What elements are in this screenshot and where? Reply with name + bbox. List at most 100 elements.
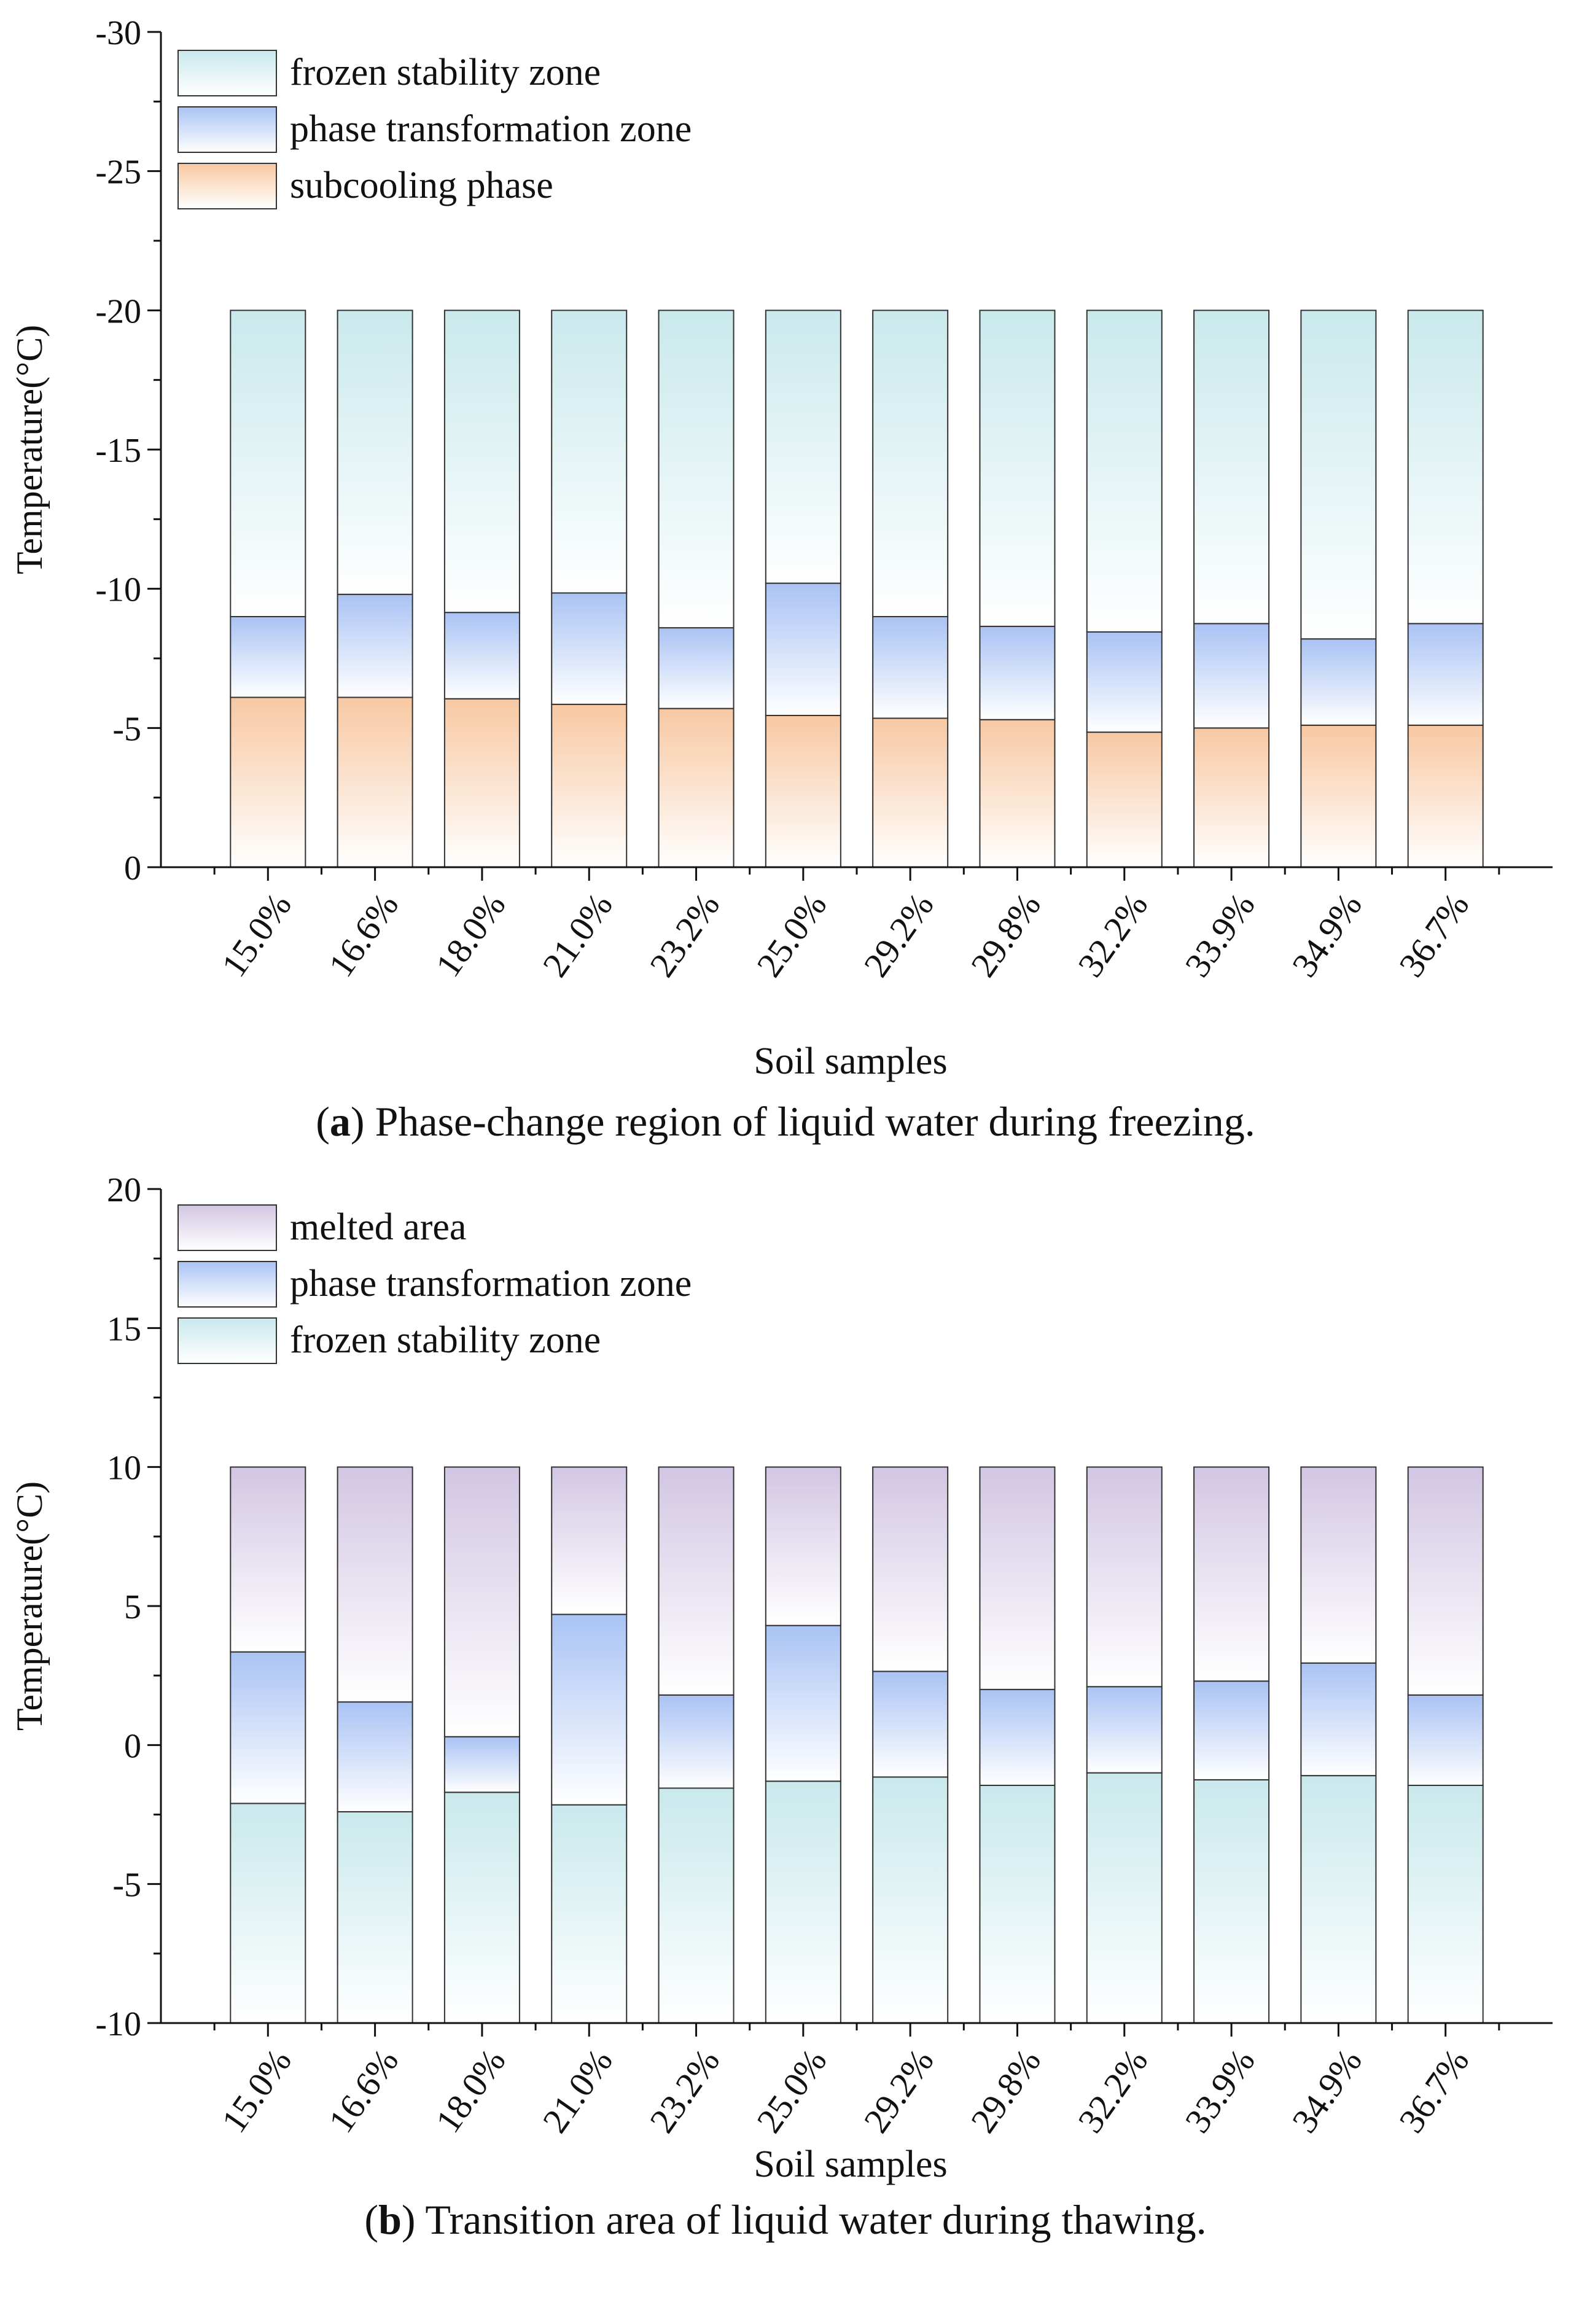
x-tick-label: 21.0%: [535, 886, 620, 984]
x-tick-label: 32.2%: [1070, 886, 1155, 984]
bar-phase-6: [765, 582, 841, 716]
x-tick-label: 23.2%: [642, 2041, 727, 2140]
x-axis-title: Soil samples: [754, 1040, 947, 1082]
chart-b: -10 -5 0 5 10 15 20 15.0% 16.6% 18.0% 21.0% 23.2% 25…: [9, 1171, 1553, 2185]
y-axis-title: Temperature(°C): [9, 1481, 50, 1731]
y-tick-label: -25: [95, 154, 141, 192]
legend-swatch-phase: [177, 1261, 277, 1308]
chart-a: 0 -5 -10 -15 -20 -25 -30 15.0% 16.6% 18.0% 21.0% 23…: [9, 14, 1553, 1082]
bar-phase-5: [658, 1694, 735, 1789]
bar-subcool-3: [443, 698, 520, 868]
y-tick-label: 5: [124, 1588, 141, 1626]
bar-melted-12: [1407, 1466, 1484, 1696]
bar-phase-2: [337, 593, 413, 698]
legend-label-frozen: frozen stability zone: [290, 1319, 601, 1361]
legend-label-phase: phase transformation zone: [290, 108, 692, 150]
bar-phase-2: [337, 1701, 413, 1812]
bar-melted-9: [1086, 1466, 1163, 1688]
legend-swatch-frozen: [177, 50, 277, 96]
y-tick-label: -5: [112, 1866, 141, 1905]
bar-frozen-4: [551, 1804, 628, 2024]
x-tick-label: 15.0%: [214, 886, 299, 984]
bar-subcool-8: [979, 719, 1056, 868]
caption-a-text: Phase-change region of liquid water duri…: [375, 1098, 1255, 1145]
x-tick-label: 34.9%: [1284, 2041, 1370, 2140]
bar-phase-8: [979, 1688, 1056, 1786]
caption-b: (b) Transition area of liquid water duri…: [364, 2196, 1207, 2243]
bar-phase-12: [1407, 623, 1484, 726]
bar-frozen-3: [443, 1792, 520, 2024]
x-tick-label: 29.8%: [963, 2041, 1048, 2140]
bar-frozen-1: [230, 1803, 306, 2024]
y-tick-label: 20: [107, 1171, 141, 1209]
bar-phase-7: [872, 616, 949, 719]
bar-subcool-5: [658, 708, 735, 868]
bar-phase-12: [1407, 1694, 1484, 1786]
bar-phase-8: [979, 625, 1056, 720]
bar-subcool-2: [337, 696, 413, 868]
caption-b-letter: b: [378, 2196, 402, 2243]
bar-phase-5: [658, 627, 735, 709]
y-tick-label: -5: [112, 710, 141, 748]
x-tick-label: 33.9%: [1177, 2041, 1263, 2140]
bar-subcool-9: [1086, 731, 1163, 868]
bar-frozen-11: [1300, 1775, 1377, 2024]
legend-label-melted: melted area: [290, 1206, 466, 1248]
bar-phase-9: [1086, 1686, 1163, 1774]
bar-subcool-10: [1193, 727, 1270, 868]
legend-swatch-phase: [177, 106, 277, 153]
x-tick-label: 16.6%: [321, 2041, 406, 2140]
bar-melted-8: [979, 1466, 1056, 1690]
bar-melted-4: [551, 1466, 628, 1615]
bar-phase-4: [551, 592, 628, 705]
legend-swatch-subcool: [177, 163, 277, 209]
caption-b-text: Transition area of liquid water during t…: [425, 2196, 1207, 2243]
x-tick-label: 15.0%: [214, 2041, 299, 2140]
bar-melted-7: [872, 1466, 949, 1672]
bar-melted-1: [230, 1466, 306, 1653]
bar-phase-9: [1086, 631, 1163, 733]
x-tick-label: 36.7%: [1391, 2041, 1476, 2140]
bar-phase-10: [1193, 1680, 1270, 1780]
bar-frozen-4: [551, 310, 628, 594]
x-tick-label: 32.2%: [1070, 2041, 1155, 2140]
bar-melted-11: [1300, 1466, 1377, 1664]
x-tick-label: 29.2%: [856, 886, 941, 984]
bar-frozen-2: [337, 1811, 413, 2024]
legend-label-phase: phase transformation zone: [290, 1263, 692, 1304]
x-tick-label: 29.2%: [856, 2041, 941, 2140]
bar-frozen-9: [1086, 1772, 1163, 2024]
x-tick-label: 29.8%: [963, 886, 1048, 984]
bar-subcool-6: [765, 714, 841, 868]
y-tick-label: -20: [95, 292, 141, 330]
legend-label-frozen: frozen stability zone: [290, 52, 601, 93]
y-tick-label: -10: [95, 571, 141, 609]
bar-frozen-6: [765, 1780, 841, 2024]
bar-phase-6: [765, 1624, 841, 1782]
bar-melted-3: [443, 1466, 520, 1737]
bar-phase-3: [443, 612, 520, 700]
bar-frozen-7: [872, 1776, 949, 2024]
chart-panel-b: -10 -5 0 5 10 15 20 15.0% 16.6% 18.0% 21.0% 23.2% 25…: [0, 1155, 1571, 2324]
bar-subcool-7: [872, 717, 949, 868]
bar-frozen-5: [658, 310, 735, 629]
bar-frozen-11: [1300, 310, 1377, 640]
x-tick-label: 36.7%: [1391, 886, 1476, 984]
x-tick-label: 23.2%: [642, 886, 727, 984]
bar-subcool-11: [1300, 724, 1377, 868]
bar-frozen-6: [765, 310, 841, 584]
bar-frozen-8: [979, 310, 1056, 627]
bar-phase-1: [230, 616, 306, 698]
bar-melted-10: [1193, 1466, 1270, 1682]
bar-phase-3: [443, 1736, 520, 1793]
x-tick-label: 18.0%: [427, 886, 513, 984]
x-tick-label: 33.9%: [1177, 886, 1263, 984]
chart-panel-a: 0 -5 -10 -15 -20 -25 -30 15.0% 16.6% 18.0% 21.0% 23…: [0, 0, 1571, 1155]
x-tick-label: 16.6%: [321, 886, 406, 984]
x-tick-label: 25.0%: [749, 886, 834, 984]
legend-label-subcool: subcooling phase: [290, 165, 553, 206]
y-tick-label: 0: [124, 849, 141, 887]
x-tick-label: 21.0%: [535, 2041, 620, 2140]
bar-frozen-2: [337, 310, 413, 595]
y-tick-label: 10: [107, 1449, 141, 1488]
